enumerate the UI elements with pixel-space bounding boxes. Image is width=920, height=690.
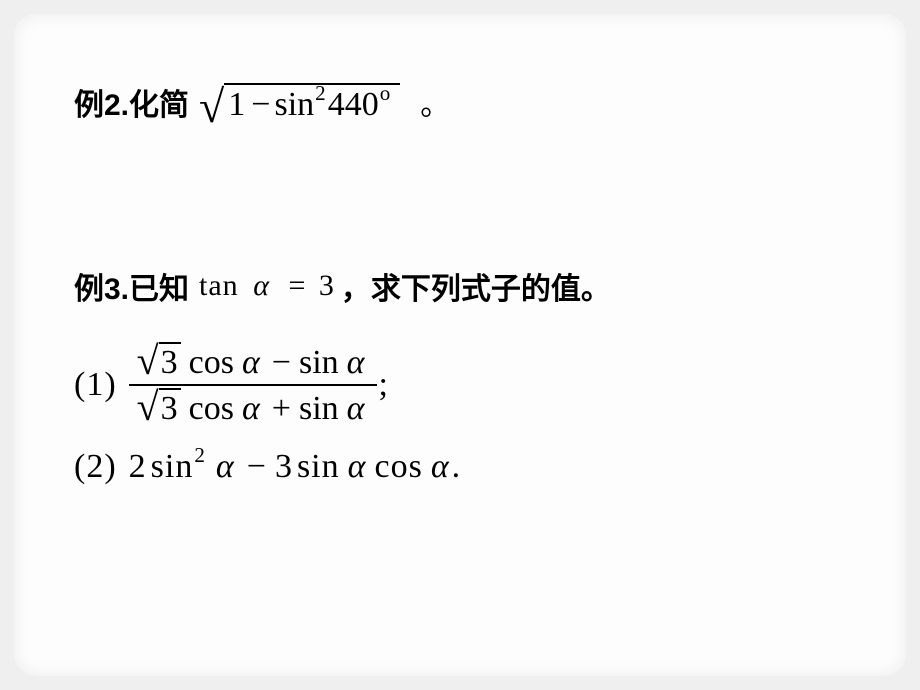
sqrt3-bot-body: 3 <box>159 388 181 428</box>
sin-bot: sin <box>299 390 339 428</box>
alpha-top-1: α <box>242 344 260 382</box>
minus-top: − <box>272 344 291 382</box>
example-2-line: 例2. 化简 √ 1 − sin 2 440 o 。 <box>74 80 846 124</box>
radical-icon: √ <box>137 390 159 430</box>
sqrt-expression: √ 1 − sin 2 440 o <box>199 83 400 124</box>
eq: = <box>288 269 306 302</box>
coeff-3: 3 <box>275 448 293 486</box>
formula-1-row: (1) √ 3 cos α − sin α <box>74 340 846 430</box>
alpha-r2-2: α <box>348 448 367 486</box>
tan: tan <box>199 269 239 302</box>
alpha-bot-1: α <box>242 390 260 428</box>
alpha-r2-3: α <box>431 448 450 486</box>
cos-r2: cos <box>374 448 422 486</box>
fraction-denominator: √ 3 cos α + sin α <box>129 386 377 430</box>
example-2-verb: 化简 <box>129 80 189 124</box>
semicolon: ; <box>379 366 388 404</box>
minus: − <box>251 86 270 124</box>
cos-top: cos <box>189 344 234 382</box>
example-3-label: 例3. <box>74 264 129 308</box>
exp-2: 2 <box>315 81 326 106</box>
alpha-r2-1: α <box>216 448 235 486</box>
example-2-end: 。 <box>420 80 450 124</box>
known-prefix: 已知 <box>129 264 189 308</box>
fraction-1: √ 3 cos α − sin α √ 3 <box>129 340 377 430</box>
example-3-header: 例3. 已知 tan α = 3 ， 求下列式子的值。 <box>74 264 846 308</box>
radicand: 1 − sin 2 440 o <box>224 83 400 124</box>
plus-bot: + <box>272 390 291 428</box>
example-3-block: 例3. 已知 tan α = 3 ， 求下列式子的值。 (1) √ 3 <box>74 264 846 486</box>
sin-top: sin <box>299 344 339 382</box>
slide-card: 例2. 化简 √ 1 − sin 2 440 o 。 例3. 已知 tan α … <box>14 14 906 676</box>
ask-text: 求下列式子的值。 <box>371 264 611 308</box>
sqrt3-top-body: 3 <box>159 342 181 382</box>
item-1-label: (1) <box>74 366 117 404</box>
example-3-formulas: (1) √ 3 cos α − sin α <box>74 340 846 486</box>
alpha-1: α <box>253 269 270 302</box>
comma-cn: ， <box>341 264 371 308</box>
example-2-label: 例2. <box>74 80 129 124</box>
radical-icon: √ <box>137 344 159 384</box>
item-2-label: (2) <box>74 448 117 486</box>
cos-bot: cos <box>189 390 234 428</box>
angle-440: 440 <box>328 86 379 124</box>
one: 1 <box>228 86 245 124</box>
sin: sin <box>274 86 314 124</box>
radical-icon: √ <box>199 86 224 127</box>
degree-symbol: o <box>380 81 391 106</box>
val-3: 3 <box>319 269 335 302</box>
alpha-top-2: α <box>347 344 365 382</box>
sin-r2: sin <box>297 448 340 486</box>
tan-expr: tan α = 3 <box>199 269 335 303</box>
sqrt3-top: √ 3 <box>137 342 181 382</box>
period: . <box>452 448 462 486</box>
sin-sq: sin <box>151 448 194 486</box>
coeff-2: 2 <box>129 448 147 486</box>
exp-2b: 2 <box>194 443 206 468</box>
formula-2-row: (2) 2 sin 2 α − 3 sin α cos α . <box>74 448 846 486</box>
minus-r2: − <box>247 448 267 486</box>
fraction-numerator: √ 3 cos α − sin α <box>129 340 377 384</box>
alpha-bot-2: α <box>347 390 365 428</box>
sqrt3-bot: √ 3 <box>137 388 181 428</box>
